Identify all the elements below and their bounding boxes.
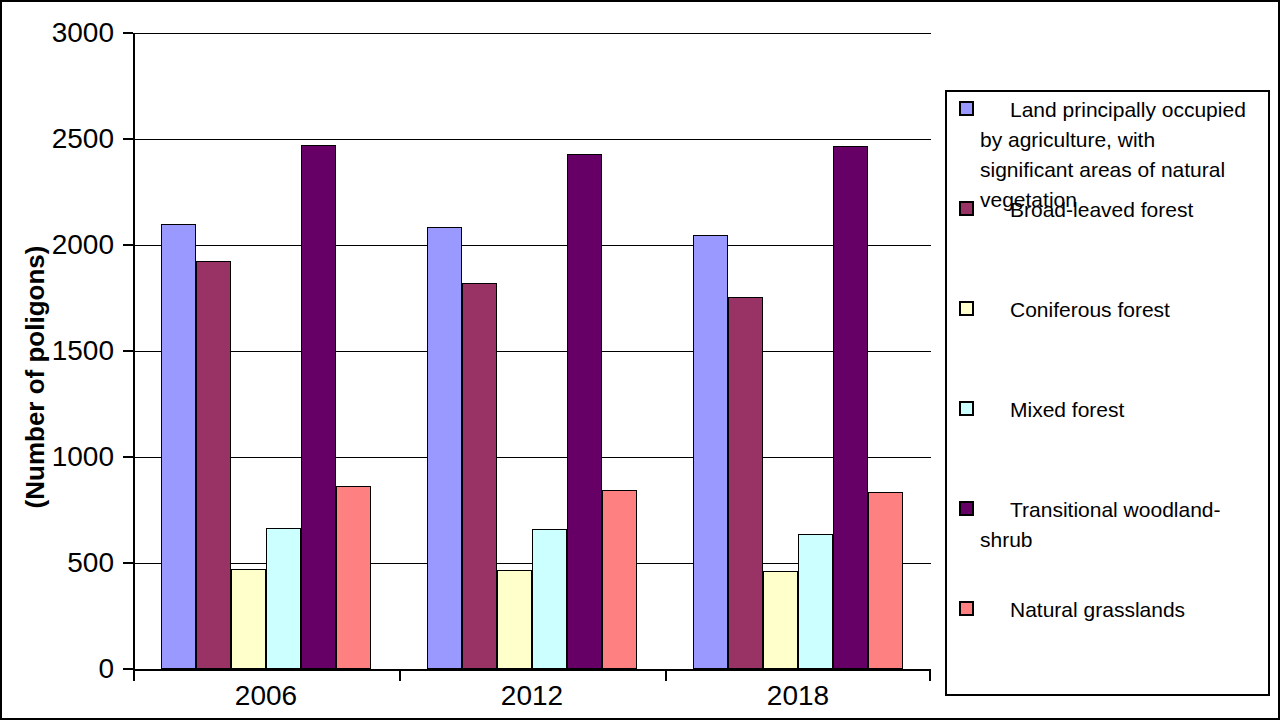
y-tick-label: 2000 bbox=[12, 231, 114, 259]
x-axis-line bbox=[133, 669, 931, 671]
y-axis-tick bbox=[123, 350, 133, 352]
y-tick-label: 2500 bbox=[12, 125, 114, 153]
y-tick-label: 0 bbox=[12, 655, 114, 683]
legend-item-label: Broad-leaved forest bbox=[980, 195, 1250, 225]
bar bbox=[427, 227, 462, 669]
y-tick-label: 3000 bbox=[12, 19, 114, 47]
legend-item: Transitional woodland- shrub bbox=[947, 495, 1268, 595]
legend-item-label: Mixed forest bbox=[980, 395, 1250, 425]
y-axis-tick bbox=[123, 32, 133, 34]
legend-item: Coniferous forest bbox=[947, 295, 1268, 395]
gridline bbox=[133, 457, 931, 458]
gridline bbox=[133, 351, 931, 352]
y-axis-line bbox=[133, 33, 135, 671]
legend-item: Mixed forest bbox=[947, 395, 1268, 495]
bar bbox=[833, 146, 868, 669]
x-axis-tick bbox=[133, 669, 135, 681]
bar bbox=[693, 235, 728, 669]
bar bbox=[497, 570, 532, 669]
y-axis-tick bbox=[123, 138, 133, 140]
legend-swatch bbox=[959, 201, 974, 216]
legend-swatch bbox=[959, 101, 974, 116]
bar bbox=[728, 297, 763, 669]
legend-item-label: Natural grasslands bbox=[980, 595, 1250, 625]
chart-canvas: (Number of poligons) Land principally oc… bbox=[0, 0, 1280, 720]
y-tick-label: 1000 bbox=[12, 443, 114, 471]
gridline bbox=[133, 139, 931, 140]
bar bbox=[196, 261, 231, 669]
x-axis-tick bbox=[929, 669, 931, 681]
legend-swatch bbox=[959, 501, 974, 516]
y-axis-tick bbox=[123, 244, 133, 246]
legend-item: Land principally occupied by agriculture… bbox=[947, 95, 1268, 195]
legend-item: Broad-leaved forest bbox=[947, 195, 1268, 295]
x-tick-label: 2012 bbox=[399, 682, 665, 710]
bar bbox=[798, 534, 833, 669]
y-tick-label: 1500 bbox=[12, 337, 114, 365]
bar bbox=[231, 569, 266, 669]
bar bbox=[462, 283, 497, 669]
bar bbox=[532, 529, 567, 669]
legend-item-label: Coniferous forest bbox=[980, 295, 1250, 325]
bar bbox=[301, 145, 336, 669]
bar bbox=[602, 490, 637, 669]
x-tick-label: 2018 bbox=[665, 682, 931, 710]
bar bbox=[763, 571, 798, 669]
legend-swatch bbox=[959, 401, 974, 416]
legend-item-label: Transitional woodland- shrub bbox=[980, 495, 1250, 555]
x-tick-label: 2006 bbox=[133, 682, 399, 710]
y-axis-tick bbox=[123, 562, 133, 564]
legend-item: Natural grasslands bbox=[947, 595, 1268, 695]
bar bbox=[161, 224, 196, 669]
y-tick-label: 500 bbox=[12, 549, 114, 577]
legend-swatch bbox=[959, 301, 974, 316]
y-axis-tick bbox=[123, 456, 133, 458]
x-axis-tick bbox=[665, 669, 667, 681]
bar bbox=[336, 486, 371, 669]
bar bbox=[266, 528, 301, 669]
y-axis-tick bbox=[123, 668, 133, 670]
x-axis-tick bbox=[399, 669, 401, 681]
bar bbox=[868, 492, 903, 669]
gridline bbox=[133, 33, 931, 34]
legend-swatch bbox=[959, 601, 974, 616]
gridline bbox=[133, 245, 931, 246]
bar bbox=[567, 154, 602, 669]
legend: Land principally occupied by agriculture… bbox=[945, 90, 1270, 696]
